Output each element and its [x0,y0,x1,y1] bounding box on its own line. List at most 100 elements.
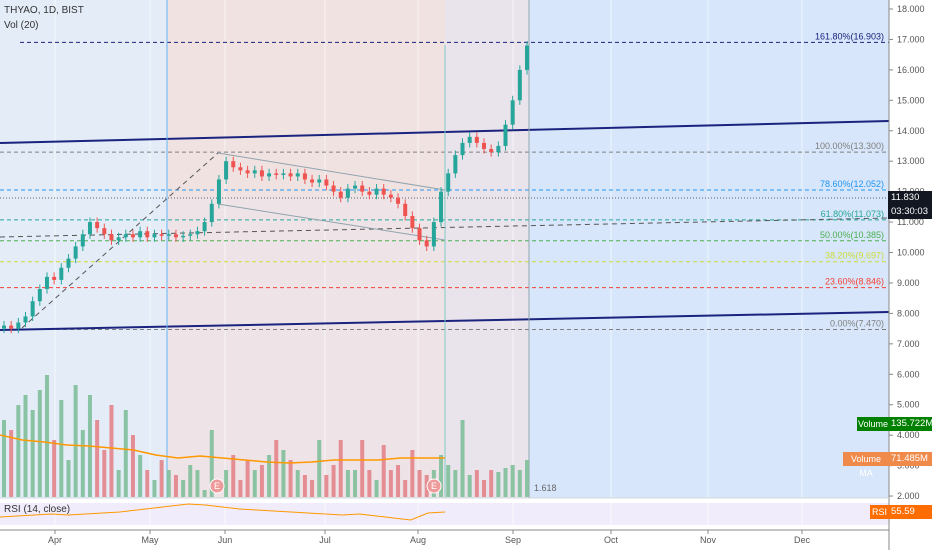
candle-body [259,170,264,177]
candle-body [159,234,164,236]
candle-body [188,234,193,236]
volume-bar [224,470,229,497]
candle-body [417,228,422,241]
candle-body [374,188,379,195]
rsi-label-badge: RSI [870,505,889,519]
fib-level-label: 78.60%(12.052) [820,179,884,189]
price-tick-label: 13.000 [897,156,925,166]
time-axis[interactable]: Apr May Jun Jul Aug Sep Oct Nov Dec [48,530,811,545]
candle-body [517,69,522,101]
candle-body [267,173,272,177]
volume-bar [281,450,286,497]
candle-body [202,222,207,232]
candle-body [403,203,408,216]
time-tick-label: Dec [794,535,811,545]
candle-body [474,136,479,143]
candle-body [102,228,107,235]
earnings-marker-2[interactable]: E [426,478,442,494]
candle-body [338,191,343,198]
candle-body [274,173,279,175]
time-tick-label: Sep [505,535,521,545]
trend-dashed-line[interactable] [21,152,219,329]
price-tick-label: 7.000 [897,339,920,349]
volume-bar [467,475,472,497]
volume-bar [123,410,128,497]
price-tick-label: 5.000 [897,400,920,410]
price-tick-label: 9.000 [897,278,920,288]
volume-bar [181,480,186,497]
volume-bar [317,440,322,497]
price-tick-label: 16.000 [897,65,925,75]
volume-bar [130,435,135,497]
volume-bar [252,470,257,497]
candle-body [302,173,307,180]
candle-body [231,161,236,168]
symbol-legend[interactable]: THYAO, 1D, BIST [4,5,84,16]
volume-bar [310,480,315,497]
candle-body [367,191,372,195]
wedge-upper[interactable] [217,152,446,191]
volume-bar [439,455,444,497]
earnings-marker[interactable]: E [209,478,225,494]
price-tick-label: 14.000 [897,126,925,136]
candle-body [510,100,515,125]
candle-body [310,179,315,183]
volume-bar [195,470,200,497]
candle-body [138,231,143,238]
candle-body [209,203,214,223]
rsi-legend[interactable]: RSI (14, close) [4,504,71,515]
volume-bar [145,470,150,497]
volume-bar [59,400,64,497]
volume-bar [496,472,501,497]
volume-bar [209,430,214,497]
volume-bar [388,470,393,497]
candle-body [145,231,150,238]
candle-body [181,235,186,238]
candle-body [2,325,6,329]
volume-bar [16,405,21,497]
candle-body [467,136,472,143]
candle-body [353,185,358,189]
candle-body [195,231,200,235]
rsi-series [0,503,446,521]
volume-bar [417,470,422,497]
fib-level-label: 61.80%(11.073) [821,209,884,219]
volume-bar [259,465,264,497]
volume-bar [274,440,279,497]
price-tick-label: 10.000 [897,248,925,258]
candle-body [173,234,178,238]
volume-bar [295,470,300,497]
volume-bar [446,465,451,497]
candle-body [44,276,49,290]
volume-bar [381,445,386,497]
candle-body [87,222,92,235]
volume-bar [302,475,307,497]
candle-body [317,179,322,183]
candle-body [130,234,135,238]
volume-legend[interactable]: Vol (20) [4,20,39,31]
candle-body [9,325,14,329]
volume-bar [238,480,243,497]
rsi-line [0,503,446,521]
price-tick-label: 8.000 [897,308,920,318]
volume-bar [482,480,487,497]
volume-bar [410,450,415,497]
volume-bar [188,465,193,497]
candle-body [281,173,286,175]
volume-bar [510,465,515,497]
volume-bar [23,395,28,497]
wedge-lower[interactable] [217,203,446,241]
candle-body [424,240,429,247]
volume-bar [102,450,107,497]
volume-bar [173,475,178,497]
volume-bar [231,455,236,497]
fib-level-label: 23.60%(8.846) [825,277,884,287]
volume-bar [345,470,350,497]
time-tick-label: Apr [48,535,62,545]
volume-bar [403,480,408,497]
blue-zone-right [529,0,889,498]
candle-body [496,145,501,153]
volume-bar [331,465,336,497]
